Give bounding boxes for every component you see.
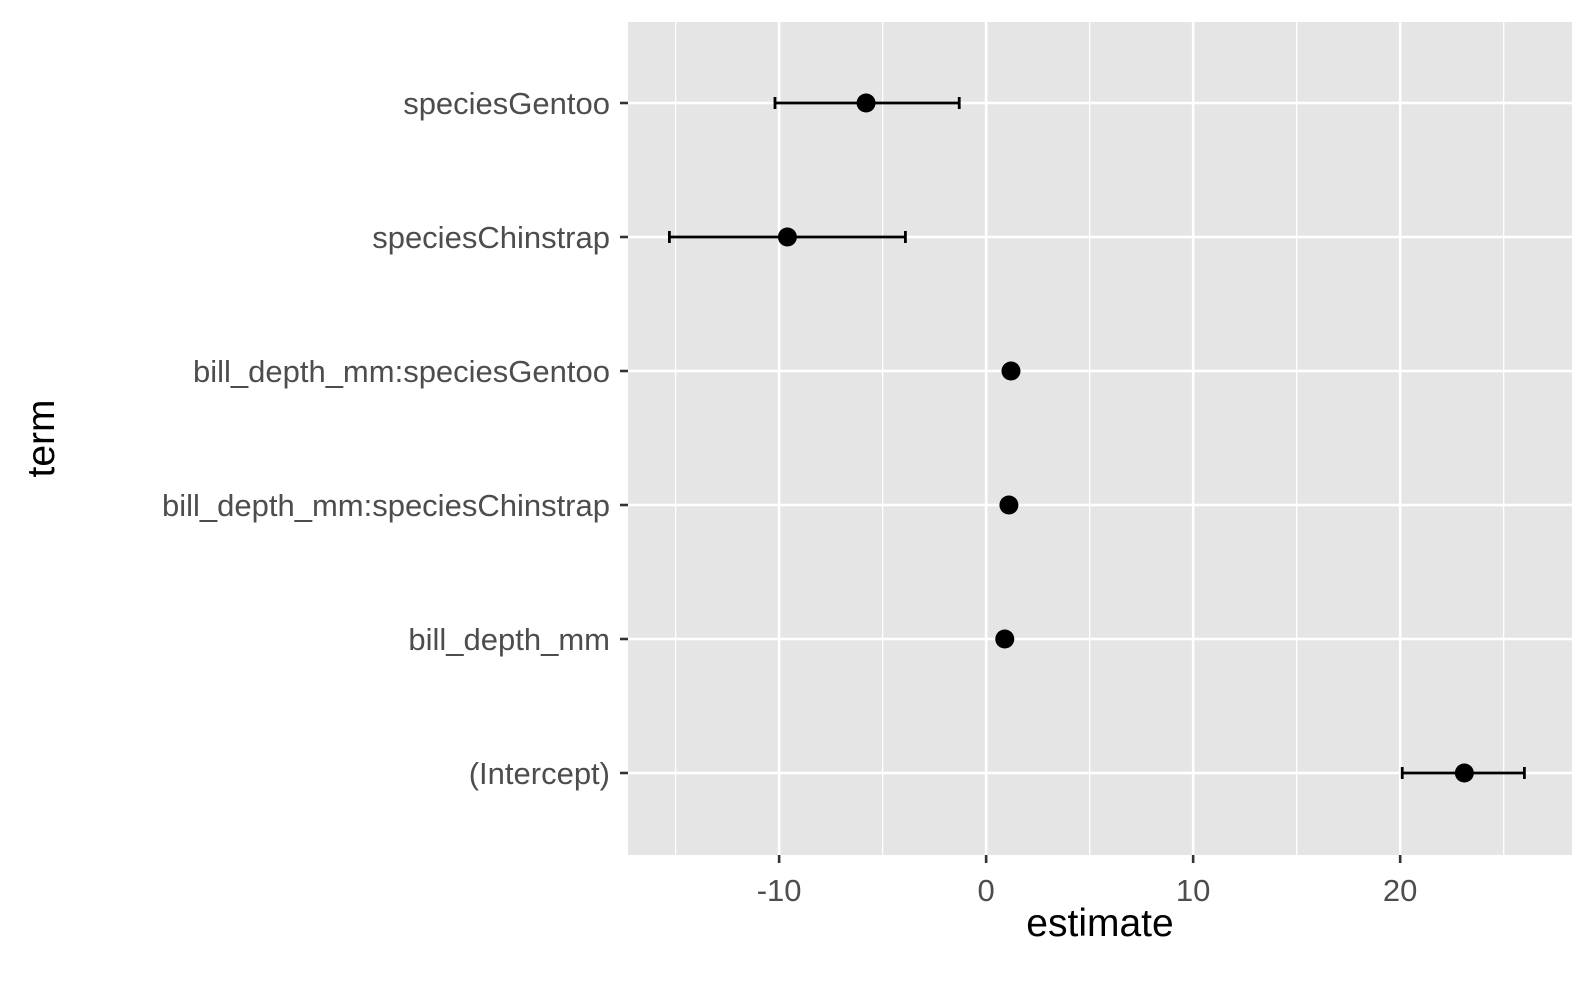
marks-layer — [668, 93, 1526, 783]
x-tick-label: -10 — [757, 873, 802, 908]
y-tick-label: bill_depth_mm:speciesChinstrap — [162, 488, 610, 523]
x-tick-label: 20 — [1383, 873, 1417, 908]
x-axis-title: estimate — [1026, 902, 1173, 945]
estimate-point — [1001, 361, 1021, 381]
estimate-point — [856, 93, 876, 113]
y-tick-label: speciesGentoo — [403, 86, 610, 121]
x-tick-label: 0 — [978, 873, 995, 908]
estimate-point — [995, 629, 1015, 649]
y-tick-label: bill_depth_mm:speciesGentoo — [193, 354, 610, 389]
estimate-point — [777, 227, 797, 247]
y-tick-label: (Intercept) — [469, 756, 610, 791]
axis-layer: -10 0 10 20 speciesGentoo speciesChinstrap bil… — [162, 86, 1417, 908]
panel-background — [628, 22, 1572, 855]
y-axis-title: term — [20, 400, 63, 478]
y-tick-label: speciesChinstrap — [372, 220, 610, 255]
x-tick-label: 10 — [1176, 873, 1210, 908]
y-tick-label: bill_depth_mm — [408, 622, 610, 657]
estimate-point — [999, 495, 1019, 515]
estimate-point — [1454, 763, 1474, 783]
